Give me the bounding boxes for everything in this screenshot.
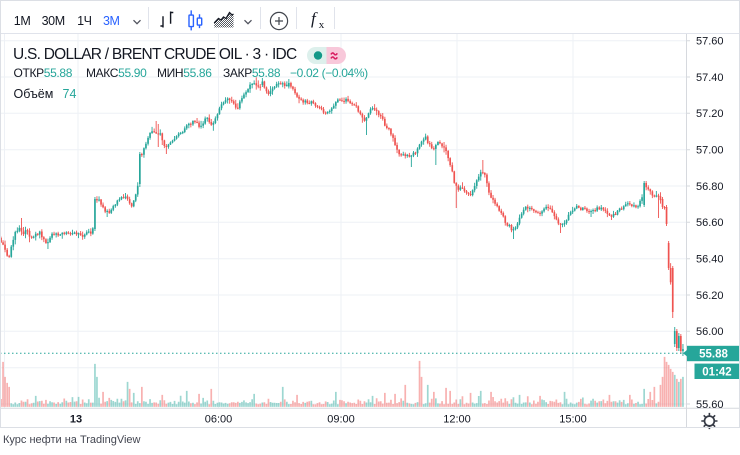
svg-text:56.20: 56.20 (696, 290, 724, 302)
svg-text:56.80: 56.80 (696, 181, 724, 193)
svg-text:09:00: 09:00 (327, 414, 355, 426)
svg-text:12:00: 12:00 (443, 414, 471, 426)
svg-text:57.60: 57.60 (696, 36, 724, 48)
svg-text:x: x (319, 19, 325, 31)
svg-text:f: f (311, 9, 318, 28)
svg-text:56.40: 56.40 (696, 254, 724, 266)
svg-text:57.20: 57.20 (696, 108, 724, 120)
svg-text:57.00: 57.00 (696, 145, 724, 157)
svg-text:06:00: 06:00 (205, 414, 233, 426)
svg-text:55.88: 55.88 (699, 349, 728, 361)
svg-text:57.40: 57.40 (696, 72, 724, 84)
svg-text:56.00: 56.00 (696, 326, 724, 338)
svg-text:15:00: 15:00 (559, 414, 587, 426)
svg-text:55.60: 55.60 (696, 399, 724, 411)
svg-text:01:42: 01:42 (702, 366, 731, 378)
svg-text:13: 13 (70, 414, 82, 426)
svg-text:56.60: 56.60 (696, 217, 724, 229)
